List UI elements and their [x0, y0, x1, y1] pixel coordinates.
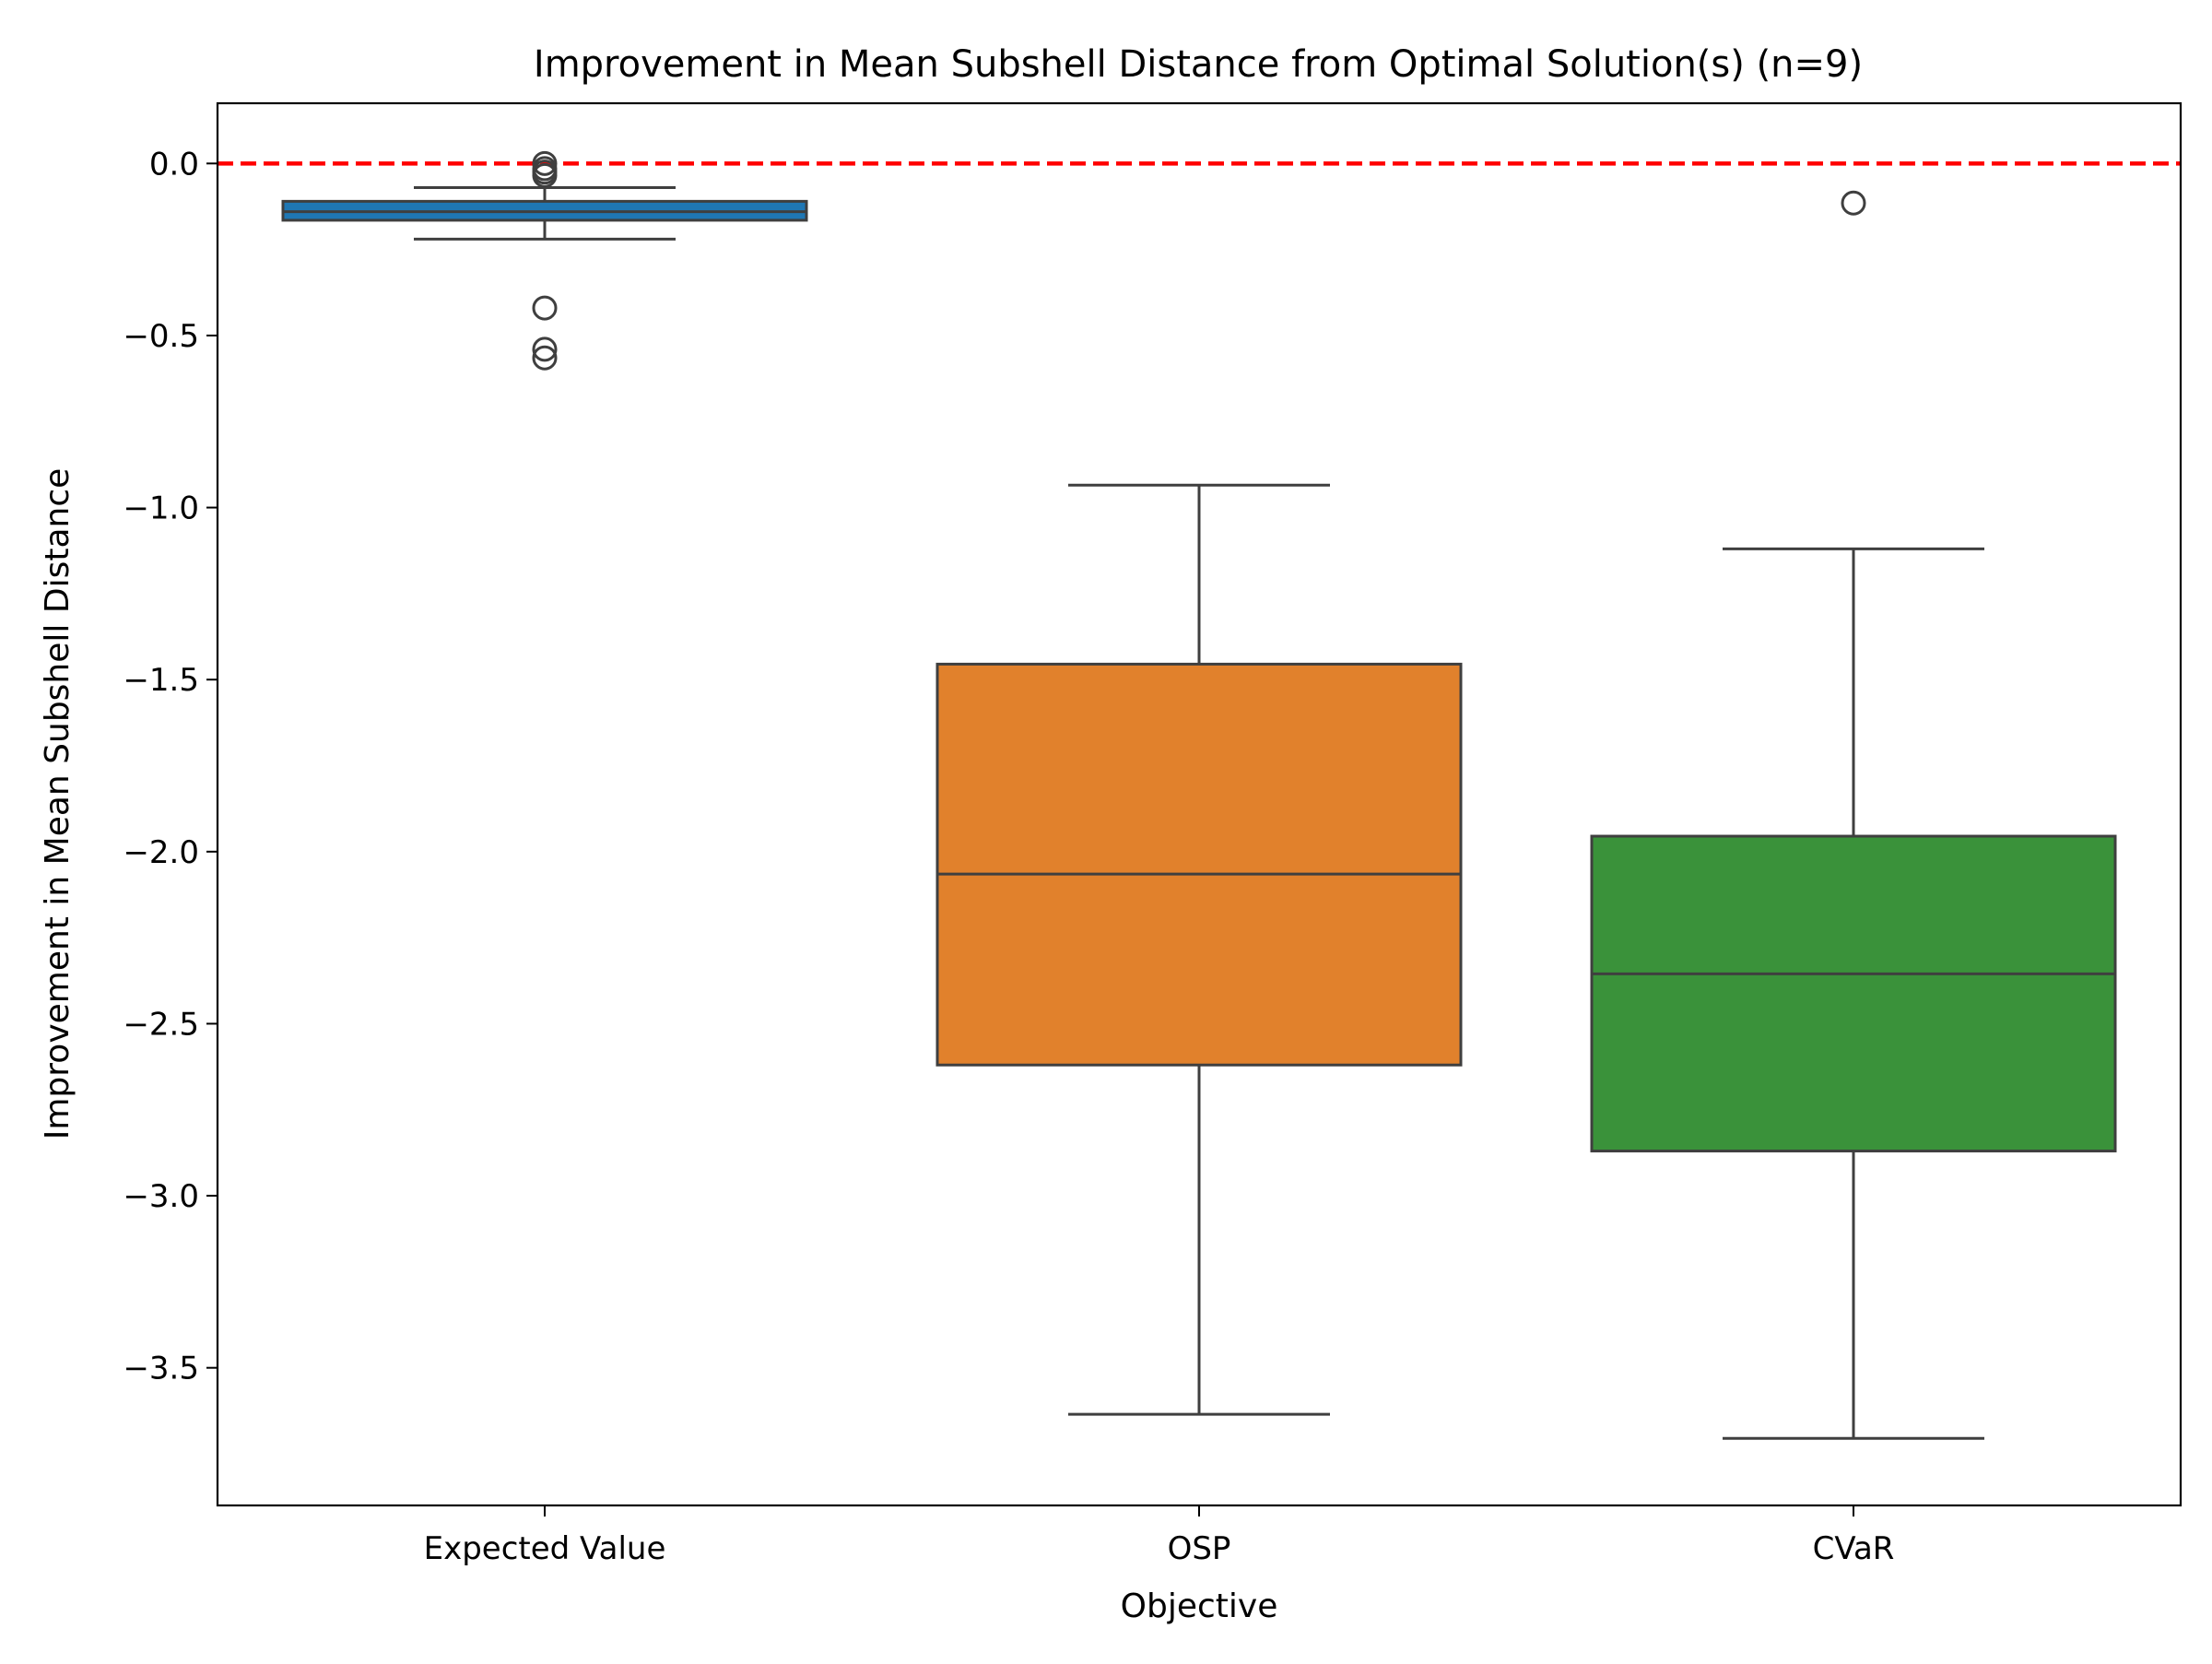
- outlier-point: [532, 162, 558, 188]
- y-tick-label: −1.5: [123, 662, 199, 699]
- outlier-point: [532, 345, 558, 371]
- y-tick-label: −3.0: [123, 1178, 199, 1215]
- y-tick-label: −2.0: [123, 834, 199, 871]
- x-axis: Expected Value OSP CVaR: [424, 1505, 1895, 1567]
- y-axis-label: Improvement in Mean Subshell Distance: [39, 468, 76, 1140]
- y-tick-label: −2.5: [123, 1006, 199, 1043]
- y-tick-label: −0.5: [123, 318, 199, 355]
- box-cvar: [1590, 190, 2117, 1440]
- outlier-point: [532, 295, 558, 321]
- boxes-group: [281, 150, 2117, 1440]
- x-tick-label: OSP: [1168, 1530, 1231, 1567]
- x-tick-label: CVaR: [1813, 1530, 1895, 1567]
- y-tick-label: 0.0: [149, 146, 199, 183]
- box-body: [935, 662, 1463, 1067]
- y-axis: 0.0 −0.5 −1.0 −1.5 −2.0 −2.5 −3.0 −3.5: [123, 146, 218, 1387]
- y-tick-label: −3.5: [123, 1351, 199, 1387]
- outlier-point: [532, 336, 558, 362]
- x-axis-label: Objective: [1121, 1587, 1278, 1625]
- plot-frame: [216, 101, 2183, 1507]
- outlier-point: [1841, 190, 1866, 216]
- y-tick-label: −1.0: [123, 490, 199, 527]
- box-body: [1590, 834, 2117, 1153]
- box-expected-value: [281, 150, 808, 371]
- chart-title: Improvement in Mean Subshell Distance fr…: [534, 43, 1863, 86]
- box-osp: [935, 483, 1463, 1416]
- x-tick-label: Expected Value: [424, 1530, 666, 1567]
